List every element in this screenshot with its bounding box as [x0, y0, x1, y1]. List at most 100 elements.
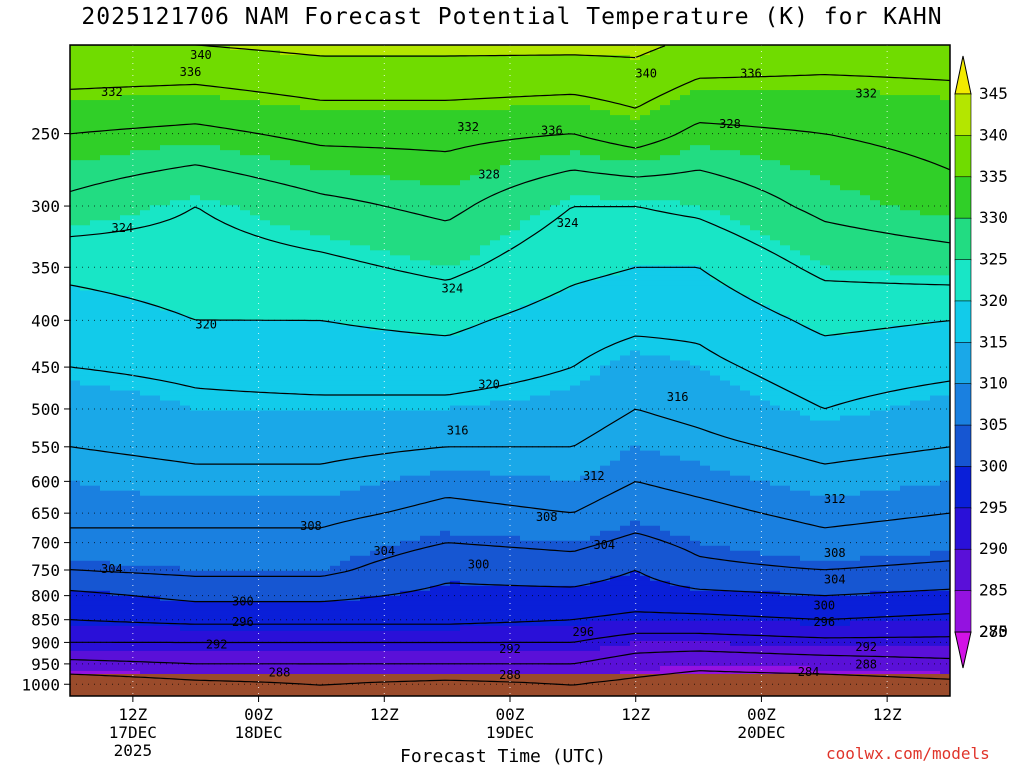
theta-cell [90, 630, 101, 637]
theta-cell [370, 310, 381, 317]
theta-cell [240, 550, 251, 557]
theta-cell [230, 115, 241, 121]
theta-cell [400, 375, 411, 382]
theta-cell [450, 175, 461, 181]
theta-cell [100, 55, 111, 61]
theta-cell [120, 170, 131, 176]
theta-cell [150, 535, 161, 542]
theta-cell [300, 670, 311, 677]
theta-cell [150, 145, 161, 151]
theta-cell [310, 455, 321, 462]
theta-cell [240, 475, 251, 482]
theta-cell [390, 180, 401, 186]
theta-cell [340, 85, 351, 91]
theta-cell [220, 120, 231, 126]
theta-cell [100, 375, 111, 382]
theta-cell [400, 500, 411, 507]
theta-cell [360, 245, 371, 251]
theta-cell [260, 335, 271, 342]
theta-cell [120, 200, 131, 206]
theta-cell [270, 90, 281, 96]
theta-cell [100, 405, 111, 412]
theta-cell [350, 330, 361, 337]
theta-cell [450, 265, 461, 271]
theta-cell [330, 115, 341, 121]
theta-cell [370, 125, 381, 131]
theta-cell [250, 430, 261, 437]
theta-cell [190, 255, 201, 261]
theta-cell [350, 195, 361, 201]
theta-cell [230, 600, 241, 607]
theta-cell [430, 150, 441, 156]
theta-cell [340, 190, 351, 196]
theta-cell [160, 285, 171, 291]
theta-cell [210, 285, 221, 291]
theta-cell [200, 615, 211, 622]
theta-cell [430, 245, 441, 251]
theta-cell [160, 260, 171, 266]
theta-cell [160, 210, 171, 216]
theta-cell [240, 490, 251, 497]
theta-cell [220, 605, 231, 612]
theta-cell [160, 670, 171, 677]
theta-cell [100, 620, 111, 627]
theta-cell [150, 415, 161, 422]
theta-cell [180, 525, 191, 532]
theta-cell [300, 145, 311, 151]
theta-cell [140, 225, 151, 231]
theta-cell [210, 370, 221, 377]
theta-cell [270, 325, 281, 332]
theta-cell [270, 400, 281, 407]
theta-cell [70, 125, 81, 131]
theta-cell [90, 535, 101, 542]
theta-cell [180, 325, 191, 332]
theta-cell [330, 140, 341, 146]
theta-cell [270, 475, 281, 482]
theta-cell [100, 445, 111, 452]
theta-cell [370, 410, 381, 417]
theta-cell [280, 575, 291, 582]
theta-cell [280, 405, 291, 412]
theta-cell [430, 80, 441, 86]
theta-cell [360, 155, 371, 161]
theta-cell [300, 195, 311, 201]
theta-cell [180, 535, 191, 542]
theta-cell [310, 130, 321, 136]
theta-cell [350, 555, 361, 562]
theta-cell [240, 380, 251, 387]
theta-cell [130, 55, 141, 61]
theta-cell [290, 525, 301, 532]
theta-cell [340, 585, 351, 592]
theta-cell [230, 265, 241, 271]
theta-cell [190, 125, 201, 131]
theta-cell [300, 565, 311, 572]
theta-cell [420, 590, 431, 597]
theta-cell [190, 245, 201, 251]
theta-cell [390, 485, 401, 492]
theta-cell [350, 580, 361, 587]
theta-cell [250, 120, 261, 126]
theta-cell [120, 225, 131, 231]
theta-cell [330, 245, 341, 251]
theta-cell [200, 250, 211, 256]
theta-cell [100, 195, 111, 201]
theta-cell [440, 415, 451, 422]
theta-cell [330, 135, 341, 141]
theta-cell [70, 200, 81, 206]
theta-cell [440, 355, 451, 362]
theta-cell [410, 170, 421, 176]
theta-cell [220, 595, 231, 602]
theta-cell [160, 435, 171, 442]
theta-cell [410, 335, 421, 342]
theta-cell [130, 95, 141, 101]
theta-cell [280, 265, 291, 271]
theta-cell [300, 260, 311, 266]
theta-cell [370, 155, 381, 161]
theta-cell [200, 325, 211, 332]
theta-cell [400, 490, 411, 497]
theta-cell [260, 505, 271, 512]
theta-cell [260, 410, 271, 417]
theta-cell [70, 305, 81, 312]
theta-cell [380, 380, 391, 387]
theta-cell [410, 545, 421, 552]
